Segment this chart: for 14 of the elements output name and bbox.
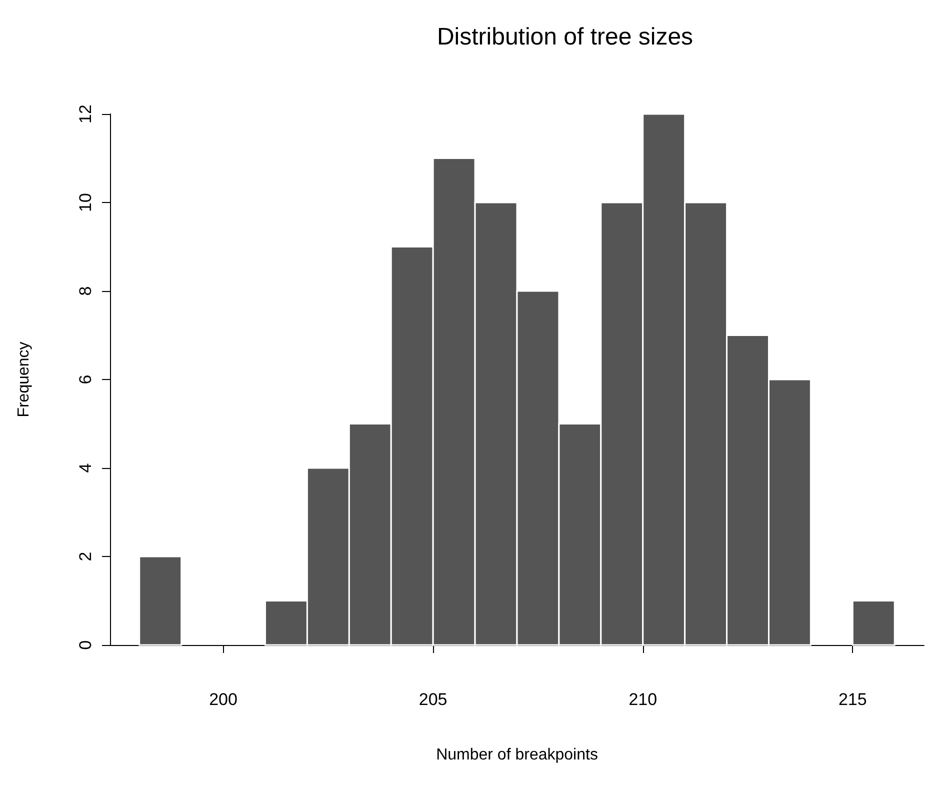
y-tick-label: 12 bbox=[76, 104, 95, 124]
chart-title: Distribution of tree sizes bbox=[436, 24, 694, 50]
y-tick-label: 2 bbox=[76, 552, 95, 562]
x-tick-label: 205 bbox=[418, 690, 448, 709]
x-tick-label: 215 bbox=[838, 690, 867, 709]
y-tick-label: 0 bbox=[76, 640, 95, 650]
y-tick-label: 8 bbox=[76, 286, 95, 296]
y-tick-label: 6 bbox=[76, 374, 95, 384]
y-tick-label: 10 bbox=[76, 193, 95, 212]
x-tick-label: 200 bbox=[209, 690, 238, 709]
y-tick-label: 4 bbox=[76, 463, 95, 473]
x-axis-title: Number of breakpoints bbox=[436, 746, 598, 764]
x-tick-label: 210 bbox=[628, 690, 658, 709]
y-axis-title: Frequency bbox=[16, 342, 32, 418]
